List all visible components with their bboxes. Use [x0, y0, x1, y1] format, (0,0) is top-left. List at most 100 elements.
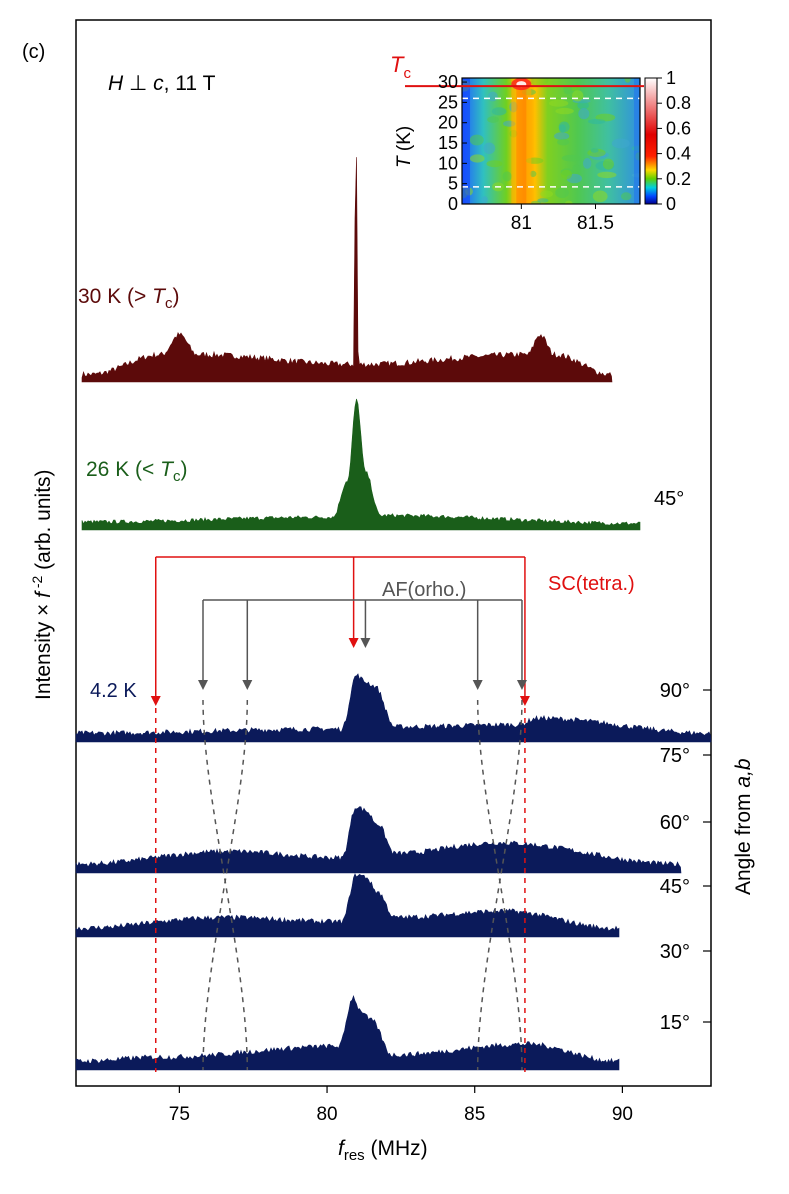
- series-label-4k: 4.2 K: [90, 680, 137, 702]
- condition-c: c: [153, 72, 164, 95]
- heatmap-blob: [481, 196, 488, 204]
- heatmap-blob: [488, 91, 498, 102]
- heatmap-blob: [491, 107, 507, 116]
- ylabel-main: Intensity ×: [32, 598, 55, 700]
- hm-y-tick-label: 15: [438, 133, 458, 153]
- extra-angle-label: 45°: [654, 488, 684, 510]
- heatmap-blob: [572, 164, 581, 174]
- heatmap-blob: [572, 90, 584, 102]
- label-26k-t: T: [160, 458, 175, 481]
- spectrum-area: [75, 673, 712, 743]
- angle-tick-label: 15°: [660, 1012, 690, 1034]
- label-30k-t: T: [152, 285, 167, 308]
- heatmap-blob: [555, 187, 569, 199]
- panel-label: (c): [22, 41, 45, 63]
- hm-y-tick-label: 25: [438, 92, 458, 112]
- condition-h: H: [108, 72, 124, 95]
- spectrum-area: [75, 873, 620, 938]
- tc-sub: c: [403, 65, 411, 82]
- right-label-pre: Angle from: [732, 788, 755, 895]
- heatmap-blob: [563, 85, 572, 95]
- af-arrowhead: [472, 680, 483, 690]
- heatmap-blob: [557, 138, 570, 146]
- heatmap-blob: [486, 160, 503, 168]
- heatmap-blob: [470, 154, 485, 163]
- heatmap-blob: [561, 154, 582, 162]
- spectrum-area: [81, 398, 641, 531]
- heatmap-blob: [537, 198, 549, 203]
- condition-label: H ⊥ c, 11 T: [108, 72, 216, 95]
- series-label-30k: 30 K (> Tc): [78, 285, 179, 312]
- heatmap-blob: [483, 142, 496, 155]
- cb-tick-label: 0.6: [666, 118, 691, 138]
- heatmap-blob: [560, 169, 573, 180]
- hm-ylabel-rest: (K): [394, 126, 415, 157]
- angle-tick-labels: 90° 75° 60° 45° 30° 15°: [660, 680, 711, 1034]
- sc-arrowhead: [519, 696, 530, 706]
- heatmap-blob: [555, 107, 574, 115]
- cb-tick-label: 0: [666, 194, 676, 214]
- heatmap-blob: [588, 118, 606, 125]
- af-arrowhead: [360, 638, 371, 648]
- sc-label: SC(tetra.): [548, 573, 635, 595]
- cb-tick-label: 0.2: [666, 169, 691, 189]
- right-axis-label: Angle from a,b: [732, 758, 755, 895]
- label-30k-sub: c: [165, 295, 173, 312]
- hm-y-tick-label: 20: [438, 113, 458, 133]
- tc-label: Tc: [390, 52, 411, 82]
- sc-arrowhead: [150, 696, 161, 706]
- main-plot-frame: [75, 19, 712, 1087]
- af-dashed-curve: [202, 699, 249, 1071]
- heatmap-blob: [624, 78, 631, 83]
- heatmap-blob: [502, 171, 512, 182]
- af-arrowhead: [198, 680, 208, 690]
- heatmap-blob: [621, 192, 632, 201]
- heatmap-edge: [462, 78, 470, 204]
- x-tick-label: 80: [316, 1104, 337, 1125]
- af-label: AF(orho.): [382, 579, 466, 601]
- hm-y-tick-label: 0: [448, 194, 458, 214]
- xlabel-units: (MHz): [365, 1137, 428, 1160]
- label-26k-main: 26 K (<: [86, 458, 160, 481]
- xlabel-sub: res: [344, 1147, 365, 1164]
- heatmap-blob: [487, 116, 499, 123]
- hm-ylabel-t: T: [394, 155, 415, 168]
- heatmap-blob: [558, 121, 570, 133]
- hm-x-tick-label: 81: [511, 213, 532, 234]
- label-26k-sub: c: [173, 468, 181, 485]
- x-ticks: 75 80 85 90: [169, 1086, 633, 1125]
- heatmap-y-label: T (K): [394, 126, 415, 168]
- af-dashed-curve: [202, 699, 249, 1071]
- ylabel-units: (arb. units): [32, 469, 55, 575]
- x-tick-label: 90: [612, 1104, 633, 1125]
- heatmap-blob: [554, 132, 570, 140]
- ylabel-f: f: [32, 590, 55, 598]
- hm-y-tick-label: 10: [438, 153, 458, 173]
- x-axis-label: fres (MHz): [338, 1137, 428, 1164]
- cb-tick-label: 0.4: [666, 144, 691, 164]
- spectrum-area: [75, 806, 682, 874]
- sc-arrowhead: [348, 638, 359, 648]
- colorbar: [644, 77, 658, 205]
- heatmap-blob: [592, 190, 608, 203]
- heatmap-frame: [461, 77, 641, 205]
- heatmap-blob: [577, 101, 589, 110]
- heatmap-ridge-core: [516, 78, 527, 204]
- label-30k-close: ): [172, 285, 179, 308]
- heatmap-blob: [565, 200, 573, 204]
- af-dashed-curve: [476, 699, 523, 1071]
- series-label-26k: 26 K (< Tc): [86, 458, 187, 485]
- angle-tick-label: 90°: [660, 680, 690, 702]
- right-label-ab: a,b: [732, 758, 755, 788]
- heatmap-blob: [529, 78, 549, 87]
- cb-tick-label: 0.8: [666, 93, 691, 113]
- heatmap-edge: [634, 78, 640, 204]
- spectrum-area: [75, 994, 620, 1071]
- spectrum-area: [81, 157, 613, 383]
- angle-tick-label: 45°: [660, 876, 690, 898]
- hm-x-tick-label: 81.5: [577, 213, 614, 234]
- heatmap-blob: [611, 138, 630, 149]
